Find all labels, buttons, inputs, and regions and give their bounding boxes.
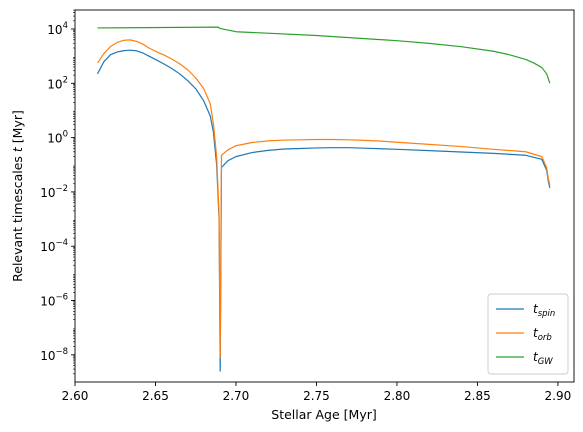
legend-label-gw: tGW [533,350,553,367]
x-tick-label: 2.70 [223,389,250,403]
y-tick-label: 102 [47,75,68,91]
series-line-gw [97,26,551,84]
y-axis: 104 102 100 10−2 10−4 10−6 10−8 [40,9,75,375]
legend-label-spin: tspin [533,302,555,319]
y-axis-label: Relevant timescales t [Myr] [10,110,25,282]
y-tick-label: 100 [47,130,68,146]
series-layer [97,26,551,372]
x-tick-label: 2.65 [142,389,169,403]
legend-label-orb: torb [533,326,552,343]
x-tick-label: 2.90 [545,389,572,403]
x-axis: 2.60 2.65 2.70 2.75 2.80 2.85 2.90 [62,382,572,403]
legend-box [487,293,569,375]
x-tick-label: 2.85 [464,389,491,403]
series-line-spin [97,49,551,372]
y-tick-label: 10−8 [40,347,68,363]
legend: tspin torb tGW [487,293,569,375]
y-tick-label: 10−6 [40,293,68,309]
y-tick-label: 104 [47,21,68,37]
x-tick-label: 2.60 [62,389,89,403]
x-tick-label: 2.75 [303,389,330,403]
series-line-orb [97,39,551,359]
x-tick-label: 2.80 [384,389,411,403]
y-tick-label: 10−2 [40,184,68,200]
x-axis-label: Stellar Age [Myr] [271,407,376,422]
y-tick-label: 10−4 [40,238,68,254]
